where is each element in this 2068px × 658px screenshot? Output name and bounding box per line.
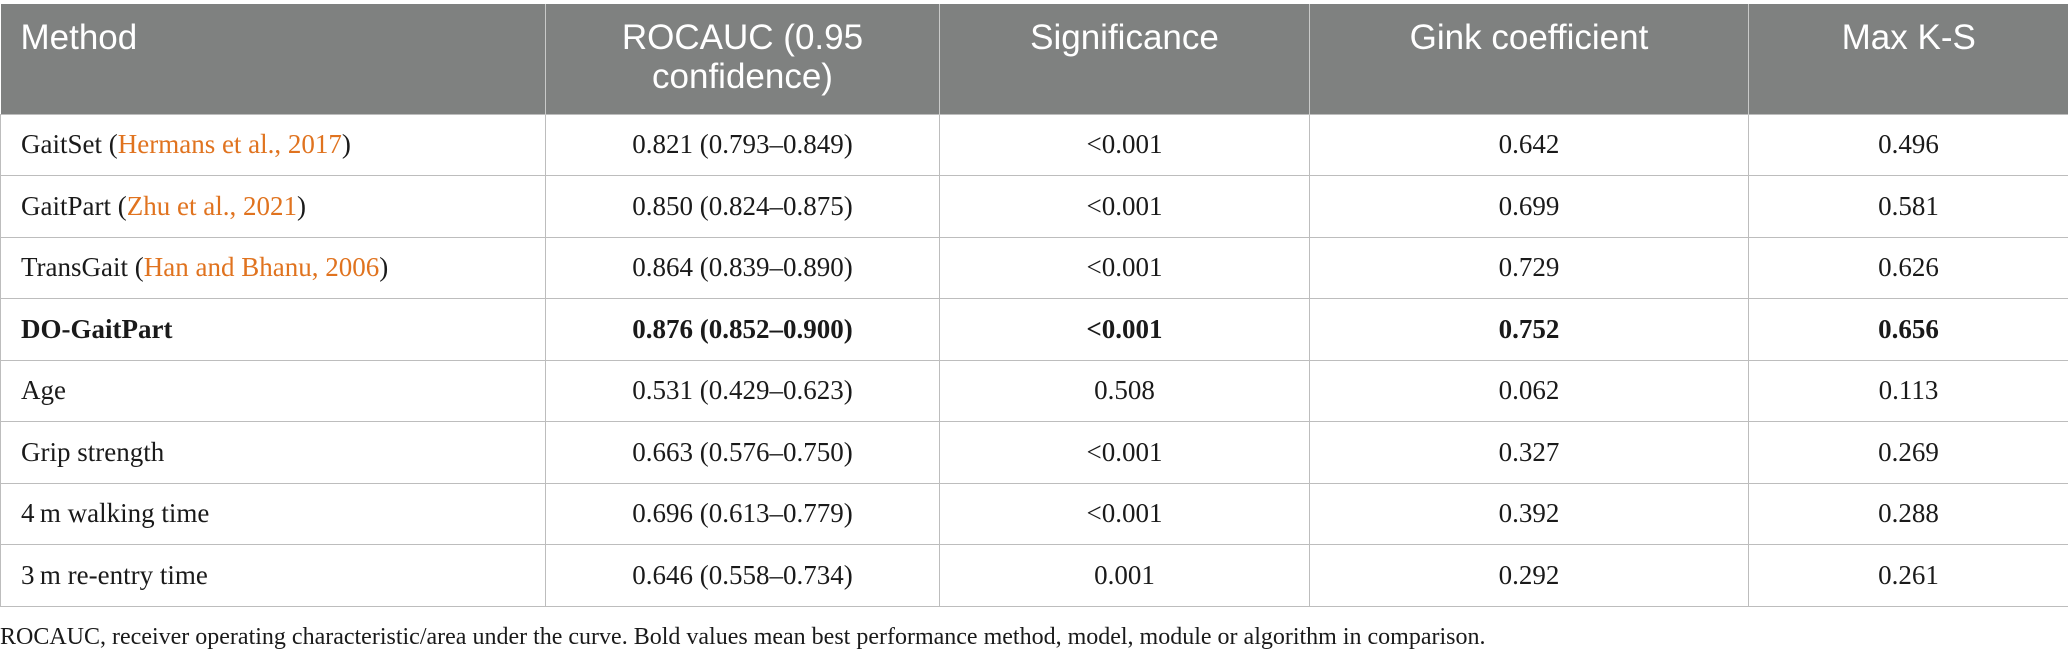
citation-link[interactable]: Zhu et al., 2021: [126, 190, 297, 221]
rocauc-cell: 0.821 (0.793–0.849): [545, 113, 940, 176]
table-row: 3 m re-entry time 0.646 (0.558–0.734) 0.…: [0, 544, 2068, 607]
method-cell: DO-GaitPart: [0, 298, 546, 360]
rocauc-cell: 0.864 (0.839–0.890): [545, 236, 940, 299]
method-label-end: ): [296, 190, 306, 221]
significance-cell: <0.001: [939, 236, 1310, 299]
rocauc-cell: 0.531 (0.429–0.623): [545, 359, 940, 422]
header-significance: Significance: [939, 4, 1310, 114]
table-row: Age 0.531 (0.429–0.623) 0.508 0.062 0.11…: [0, 359, 2068, 422]
citation-link[interactable]: Hermans et al., 2017: [117, 129, 342, 160]
maxks-cell: 0.581: [1748, 175, 2068, 237]
maxks-cell: 0.269: [1748, 421, 2068, 483]
significance-cell: <0.001: [939, 298, 1310, 360]
results-table: Method ROCAUC (0.95 confidence) Signific…: [0, 4, 2068, 607]
maxks-cell: 0.288: [1748, 482, 2068, 545]
method-cell: Age: [0, 359, 546, 422]
table-header: Method ROCAUC (0.95 confidence) Signific…: [0, 4, 2068, 114]
method-cell: GaitPart (Zhu et al., 2021): [0, 175, 546, 237]
citation-link[interactable]: Han and Bhanu, 2006: [143, 252, 380, 283]
significance-cell: <0.001: [939, 113, 1310, 176]
maxks-cell: 0.113: [1748, 359, 2068, 422]
method-cell: Grip strength: [0, 421, 546, 483]
table-row: GaitSet (Hermans et al., 2017) 0.821 (0.…: [0, 113, 2068, 176]
header-gink-coefficient: Gink coefficient: [1309, 4, 1749, 114]
table-row: Grip strength 0.663 (0.576–0.750) <0.001…: [0, 421, 2068, 483]
gink-cell: 0.062: [1309, 359, 1749, 422]
header-method: Method: [0, 4, 546, 114]
results-table-container: Method ROCAUC (0.95 confidence) Signific…: [0, 4, 2068, 607]
significance-cell: <0.001: [939, 421, 1310, 483]
maxks-cell: 0.496: [1748, 113, 2068, 176]
table-body: GaitSet (Hermans et al., 2017) 0.821 (0.…: [0, 113, 2068, 607]
gink-cell: 0.642: [1309, 113, 1749, 176]
gink-cell: 0.699: [1309, 175, 1749, 237]
table-row: GaitPart (Zhu et al., 2021) 0.850 (0.824…: [0, 175, 2068, 237]
gink-cell: 0.292: [1309, 544, 1749, 607]
significance-cell: <0.001: [939, 482, 1310, 545]
rocauc-cell: 0.646 (0.558–0.734): [545, 544, 940, 607]
method-cell: 4 m walking time: [0, 482, 546, 545]
table-row: TransGait (Han and Bhanu, 2006) 0.864 (0…: [0, 236, 2068, 299]
method-label: TransGait (: [21, 252, 144, 283]
header-row: Method ROCAUC (0.95 confidence) Signific…: [0, 4, 2068, 114]
maxks-cell: 0.626: [1748, 236, 2068, 299]
rocauc-cell: 0.876 (0.852–0.900): [545, 298, 940, 360]
header-max-ks: Max K-S: [1748, 4, 2068, 114]
method-label-end: ): [341, 129, 351, 160]
maxks-cell: 0.656: [1748, 298, 2068, 360]
rocauc-cell: 0.663 (0.576–0.750): [545, 421, 940, 483]
significance-cell: 0.508: [939, 359, 1310, 422]
table-row-best: DO-GaitPart 0.876 (0.852–0.900) <0.001 0…: [0, 298, 2068, 360]
significance-cell: 0.001: [939, 544, 1310, 607]
rocauc-cell: 0.696 (0.613–0.779): [545, 482, 940, 545]
method-cell: TransGait (Han and Bhanu, 2006): [0, 236, 546, 299]
rocauc-cell: 0.850 (0.824–0.875): [545, 175, 940, 237]
maxks-cell: 0.261: [1748, 544, 2068, 607]
method-cell: GaitSet (Hermans et al., 2017): [0, 113, 546, 176]
gink-cell: 0.392: [1309, 482, 1749, 545]
method-label: GaitSet (: [21, 129, 118, 160]
method-cell: 3 m re-entry time: [0, 544, 546, 607]
header-rocauc: ROCAUC (0.95 confidence): [545, 4, 940, 114]
table-footnote: ROCAUC, receiver operating characteristi…: [0, 624, 1486, 650]
table-row: 4 m walking time 0.696 (0.613–0.779) <0.…: [0, 482, 2068, 545]
method-label-end: ): [379, 252, 389, 283]
gink-cell: 0.327: [1309, 421, 1749, 483]
significance-cell: <0.001: [939, 175, 1310, 237]
method-label: GaitPart (: [21, 190, 127, 221]
gink-cell: 0.752: [1309, 298, 1749, 360]
gink-cell: 0.729: [1309, 236, 1749, 299]
